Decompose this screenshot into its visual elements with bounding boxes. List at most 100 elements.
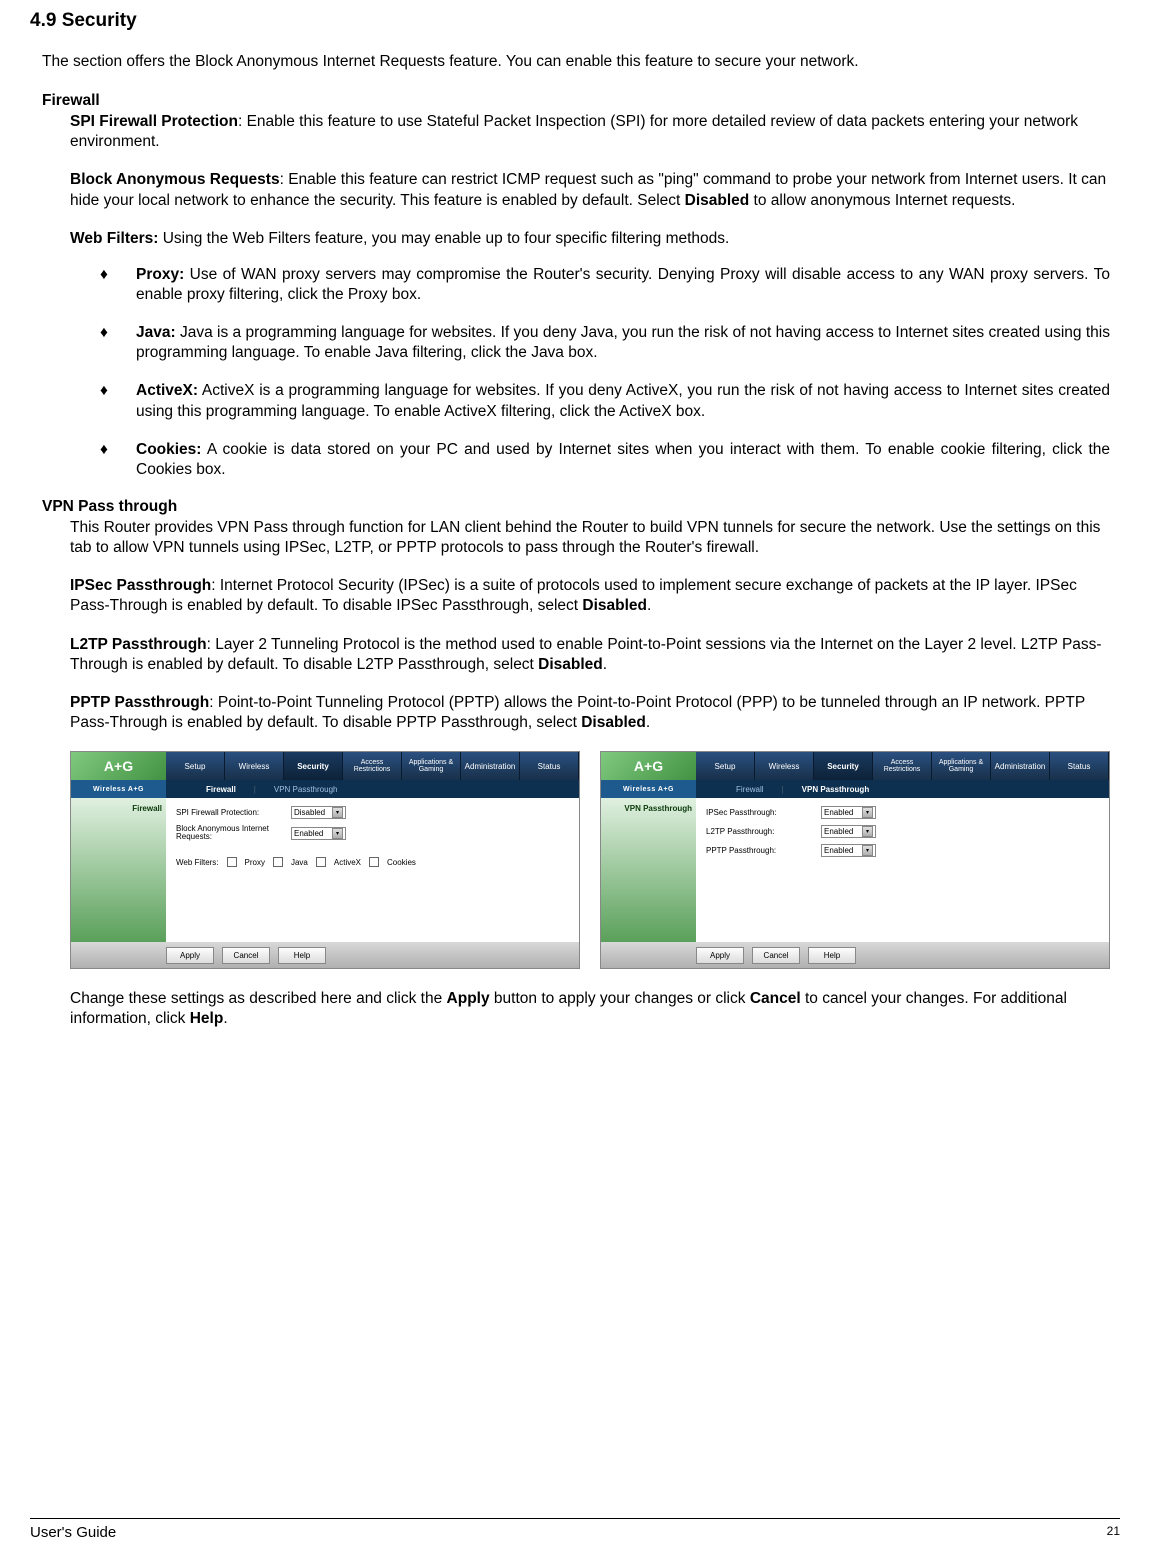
ss-subtabs: Firewall | VPN Passthrough <box>696 780 1109 798</box>
ss-header: A+G Wireless A+G Setup Wireless Security… <box>601 752 1109 798</box>
ss-row-block: Block Anonymous Internet Requests: Enabl… <box>176 825 569 841</box>
checkbox-java[interactable] <box>273 857 283 867</box>
tab-setup[interactable]: Setup <box>166 752 225 780</box>
ipsec-para: IPSec Passthrough: Internet Protocol Sec… <box>42 576 1110 616</box>
subtab-sep: | <box>254 785 256 794</box>
bullet-bold: Java: <box>136 324 176 341</box>
closing-1: Change these settings as described here … <box>70 990 447 1007</box>
closing-b1: Apply <box>447 990 490 1007</box>
screenshots-row: A+G Wireless A+G Setup Wireless Security… <box>42 751 1110 969</box>
ss-tabs: Setup Wireless Security Access Restricti… <box>696 752 1109 780</box>
ss-logo-icon: A+G <box>71 752 166 780</box>
ss-select-pptp[interactable]: Enabled ▾ <box>821 844 876 857</box>
tab-status[interactable]: Status <box>520 752 579 780</box>
ss-main: SPI Firewall Protection: Disabled ▾ Bloc… <box>166 798 579 942</box>
ss-footer: Apply Cancel Help <box>601 942 1109 968</box>
pptp-bold-2: Disabled <box>581 714 646 731</box>
bullet-item: ♦ Proxy: Use of WAN proxy servers may co… <box>100 265 1110 305</box>
ss-select-spi[interactable]: Disabled ▾ <box>291 806 346 819</box>
apply-button[interactable]: Apply <box>166 947 214 964</box>
spi-bold: SPI Firewall Protection <box>70 113 238 130</box>
filter-label-cookies: Cookies <box>387 858 416 867</box>
block-bold: Block Anonymous Requests <box>70 171 280 188</box>
ss-logo-text: Wireless A+G <box>601 780 696 798</box>
pptp-end: . <box>646 714 650 731</box>
bullet-text: ActiveX: ActiveX is a programming langua… <box>136 381 1110 421</box>
closing-2: button to apply your changes or click <box>490 990 750 1007</box>
firewall-title: Firewall <box>42 92 1110 110</box>
tab-wireless[interactable]: Wireless <box>225 752 284 780</box>
block-bold-2: Disabled <box>685 192 750 209</box>
bullet-text: Java: Java is a programming language for… <box>136 323 1110 363</box>
ipsec-bold: IPSec Passthrough <box>70 577 211 594</box>
subtab-vpn[interactable]: VPN Passthrough <box>802 785 870 794</box>
tab-access[interactable]: Access Restrictions <box>343 752 402 780</box>
filter-label-activex: ActiveX <box>334 858 361 867</box>
subtab-sep: | <box>782 785 784 794</box>
web-text: Using the Web Filters feature, you may e… <box>158 230 729 247</box>
block-text-2: to allow anonymous Internet requests. <box>749 192 1015 209</box>
bullet-bold: Cookies: <box>136 441 201 458</box>
chevron-down-icon: ▾ <box>862 826 873 837</box>
ss-row-ipsec: IPSec Passthrough: Enabled ▾ <box>706 806 1099 819</box>
apply-button[interactable]: Apply <box>696 947 744 964</box>
footer-right: 21 <box>1107 1524 1120 1541</box>
tab-access[interactable]: Access Restrictions <box>873 752 932 780</box>
bullet-marker: ♦ <box>100 440 136 480</box>
ss-nav: Setup Wireless Security Access Restricti… <box>696 752 1109 798</box>
ss-select-value: Enabled <box>294 829 323 838</box>
vpn-intro: This Router provides VPN Pass through fu… <box>42 518 1110 558</box>
tab-apps[interactable]: Applications & Gaming <box>402 752 461 780</box>
ss-select-l2tp[interactable]: Enabled ▾ <box>821 825 876 838</box>
chevron-down-icon: ▾ <box>332 807 343 818</box>
tab-apps[interactable]: Applications & Gaming <box>932 752 991 780</box>
subtab-firewall[interactable]: Firewall <box>736 785 764 794</box>
help-button[interactable]: Help <box>808 947 856 964</box>
ss-logo: A+G Wireless A+G <box>601 752 696 798</box>
bullet-body: ActiveX is a programming language for we… <box>136 382 1110 419</box>
subtab-firewall[interactable]: Firewall <box>206 785 236 794</box>
tab-admin[interactable]: Administration <box>461 752 520 780</box>
l2tp-bold: L2TP Passthrough <box>70 636 207 653</box>
tab-status[interactable]: Status <box>1050 752 1109 780</box>
bullet-bold: Proxy: <box>136 266 184 283</box>
ss-main: IPSec Passthrough: Enabled ▾ L2TP Passth… <box>696 798 1109 942</box>
ss-body: VPN Passthrough IPSec Passthrough: Enabl… <box>601 798 1109 942</box>
section-title: 4.9 Security <box>30 10 1120 32</box>
ipsec-bold-2: Disabled <box>582 597 647 614</box>
closing-para: Change these settings as described here … <box>42 989 1110 1029</box>
page-footer: User's Guide 21 <box>30 1518 1120 1541</box>
ss-label-spi: SPI Firewall Protection: <box>176 808 291 817</box>
screenshot-firewall: A+G Wireless A+G Setup Wireless Security… <box>70 751 580 969</box>
ipsec-text: : Internet Protocol Security (IPSec) is … <box>70 577 1077 614</box>
tab-wireless[interactable]: Wireless <box>755 752 814 780</box>
help-button[interactable]: Help <box>278 947 326 964</box>
tab-setup[interactable]: Setup <box>696 752 755 780</box>
ss-select-ipsec[interactable]: Enabled ▾ <box>821 806 876 819</box>
ss-nav: Setup Wireless Security Access Restricti… <box>166 752 579 798</box>
tab-security[interactable]: Security <box>284 752 343 780</box>
ss-sidebar: VPN Passthrough <box>601 798 696 942</box>
bullet-item: ♦ ActiveX: ActiveX is a programming lang… <box>100 381 1110 421</box>
subtab-vpn[interactable]: VPN Passthrough <box>274 785 338 794</box>
ss-label-pptp: PPTP Passthrough: <box>706 846 821 855</box>
ss-label-ipsec: IPSec Passthrough: <box>706 808 821 817</box>
ss-row-spi: SPI Firewall Protection: Disabled ▾ <box>176 806 569 819</box>
checkbox-proxy[interactable] <box>227 857 237 867</box>
checkbox-cookies[interactable] <box>369 857 379 867</box>
cancel-button[interactable]: Cancel <box>752 947 800 964</box>
ipsec-end: . <box>647 597 651 614</box>
web-bold: Web Filters: <box>70 230 158 247</box>
closing-b3: Help <box>190 1010 224 1027</box>
ss-select-value: Disabled <box>294 808 325 817</box>
cancel-button[interactable]: Cancel <box>222 947 270 964</box>
vpn-title: VPN Pass through <box>42 498 1110 516</box>
tab-admin[interactable]: Administration <box>991 752 1050 780</box>
bullet-body: A cookie is data stored on your PC and u… <box>136 441 1110 478</box>
ss-header: A+G Wireless A+G Setup Wireless Security… <box>71 752 579 798</box>
bullet-text: Proxy: Use of WAN proxy servers may comp… <box>136 265 1110 305</box>
ss-select-block[interactable]: Enabled ▾ <box>291 827 346 840</box>
tab-security[interactable]: Security <box>814 752 873 780</box>
closing-b2: Cancel <box>750 990 801 1007</box>
checkbox-activex[interactable] <box>316 857 326 867</box>
